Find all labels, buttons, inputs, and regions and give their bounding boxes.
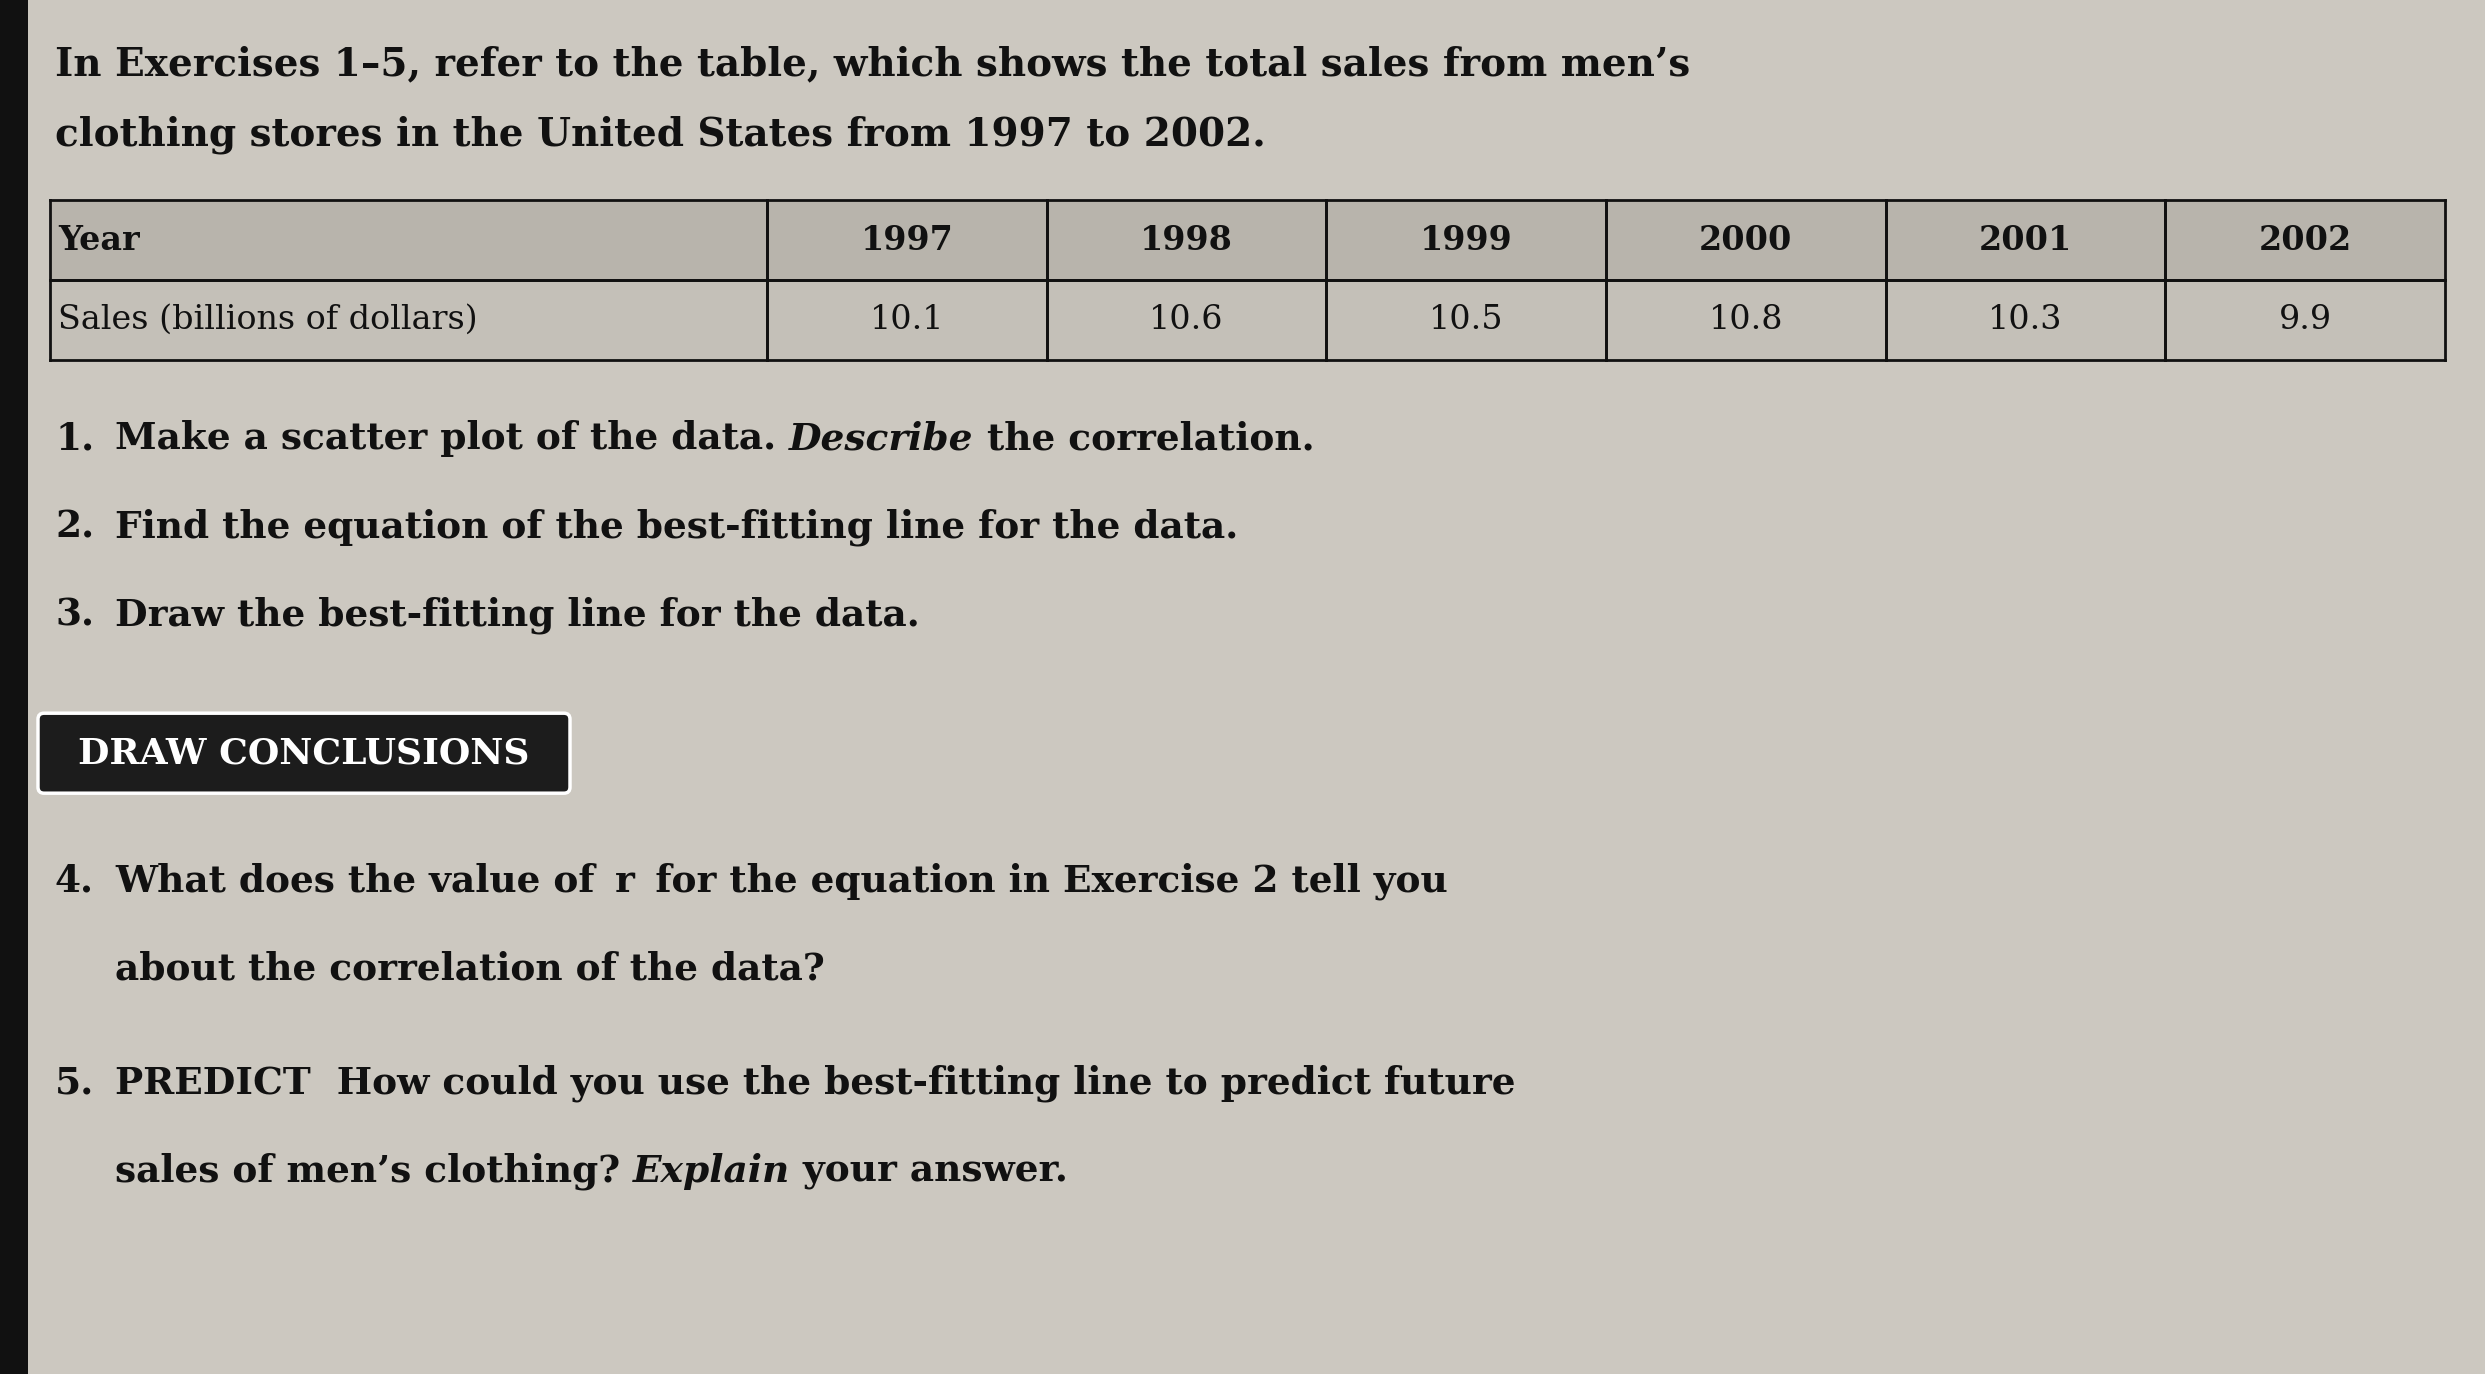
Bar	[2164, 201, 2445, 280]
Text: DRAW CONCLUSIONS: DRAW CONCLUSIONS	[80, 736, 529, 771]
Bar	[768, 280, 1046, 360]
Text: 1999: 1999	[1419, 224, 1513, 257]
Bar	[1886, 280, 2164, 360]
Text: PREDICT  How could you use the best-fitting line to predict future: PREDICT How could you use the best-fitti…	[114, 1065, 1516, 1102]
Text: 3.: 3.	[55, 596, 94, 633]
Text: 4.: 4.	[55, 863, 94, 899]
Text: Draw the best-fitting line for the data.: Draw the best-fitting line for the data.	[114, 596, 919, 633]
Text: Sales (billions of dollars): Sales (billions of dollars)	[57, 304, 477, 337]
Text: your answer.: your answer.	[790, 1153, 1069, 1190]
Bar	[50, 280, 768, 360]
Text: 1998: 1998	[1141, 224, 1233, 257]
Text: Make a scatter plot of the data.: Make a scatter plot of the data.	[114, 420, 790, 458]
Bar	[1327, 280, 1605, 360]
Text: Explain: Explain	[634, 1153, 790, 1190]
Text: 2.: 2.	[55, 508, 94, 545]
Bar	[1046, 280, 1327, 360]
Text: 10.6: 10.6	[1148, 304, 1223, 337]
Bar	[1046, 201, 1327, 280]
Text: 10.8: 10.8	[1710, 304, 1782, 337]
Text: 2001: 2001	[1978, 224, 2072, 257]
Bar	[1886, 201, 2164, 280]
Text: What does the value of  r  for the equation in Exercise 2 tell you: What does the value of r for the equatio…	[114, 863, 1449, 900]
Text: sales of men’s clothing?: sales of men’s clothing?	[114, 1153, 634, 1190]
FancyBboxPatch shape	[37, 713, 569, 793]
Bar	[1327, 201, 1605, 280]
Text: 10.3: 10.3	[1988, 304, 2063, 337]
Text: 5.: 5.	[55, 1065, 94, 1102]
Text: 2000: 2000	[1700, 224, 1792, 257]
Text: about the correlation of the data?: about the correlation of the data?	[114, 951, 825, 987]
Text: 10.5: 10.5	[1429, 304, 1503, 337]
Text: clothing stores in the United States from 1997 to 2002.: clothing stores in the United States fro…	[55, 115, 1265, 154]
Text: the correlation.: the correlation.	[974, 420, 1315, 458]
Bar	[768, 201, 1046, 280]
Text: 1997: 1997	[860, 224, 954, 257]
Bar	[1605, 280, 1886, 360]
Bar	[1605, 201, 1886, 280]
Text: 1.: 1.	[55, 420, 94, 458]
Text: Year: Year	[57, 224, 139, 257]
Text: Find the equation of the best-fitting line for the data.: Find the equation of the best-fitting li…	[114, 508, 1238, 545]
Text: Describe: Describe	[790, 420, 974, 458]
Text: 2002: 2002	[2259, 224, 2351, 257]
Bar	[50, 201, 768, 280]
Text: In Exercises 1–5, refer to the table, which shows the total sales from men’s: In Exercises 1–5, refer to the table, wh…	[55, 45, 1690, 82]
Bar	[2164, 280, 2445, 360]
Text: 9.9: 9.9	[2279, 304, 2331, 337]
Text: 10.1: 10.1	[870, 304, 944, 337]
Bar	[0, 0, 27, 1374]
